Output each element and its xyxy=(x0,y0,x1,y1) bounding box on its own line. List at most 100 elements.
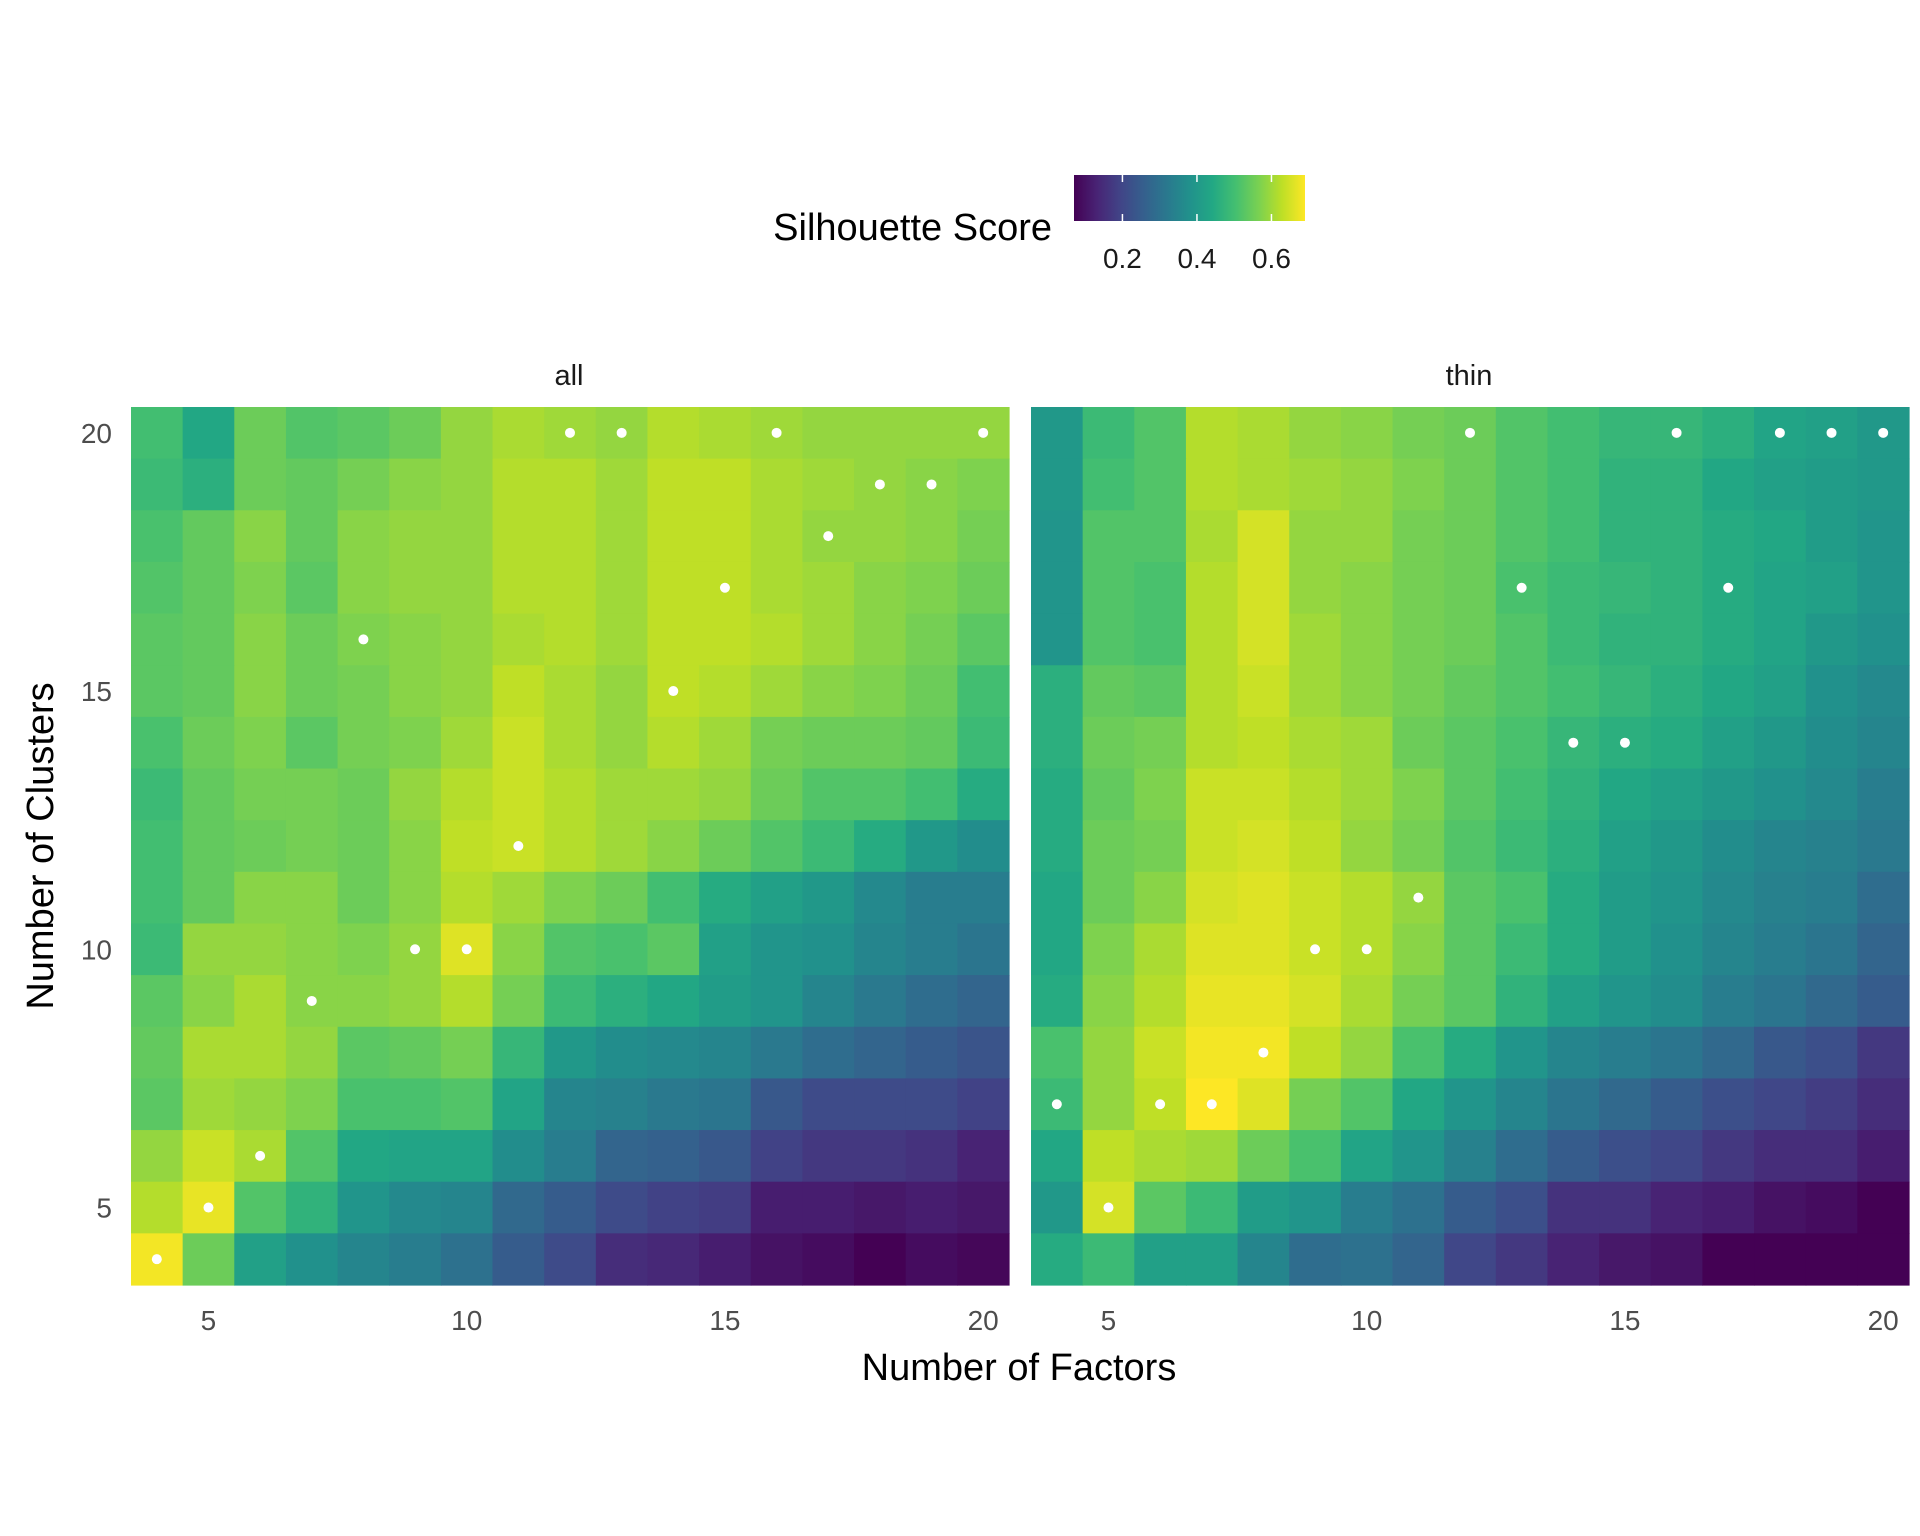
heatmap-cell xyxy=(1237,1130,1290,1183)
heatmap-cell xyxy=(1444,458,1497,511)
heatmap-cell xyxy=(1857,1078,1910,1131)
heatmap-cell xyxy=(1805,613,1858,666)
heatmap-cell xyxy=(234,716,287,770)
heatmap-cell xyxy=(1599,561,1652,615)
heatmap-cell xyxy=(1805,820,1858,873)
heatmap-cell xyxy=(957,923,1010,976)
heatmap-cell xyxy=(544,871,597,925)
heatmap-cell xyxy=(1547,1078,1600,1131)
heatmap-cell xyxy=(285,820,339,873)
heatmap-cell xyxy=(1237,1233,1290,1286)
heatmap-cell xyxy=(492,458,545,511)
legend-title: Silhouette Score xyxy=(773,207,1052,249)
heatmap-cell xyxy=(699,1026,752,1080)
heatmap-cell xyxy=(492,407,545,460)
heatmap-cell xyxy=(544,820,597,873)
heatmap-cell xyxy=(1650,1078,1704,1131)
heatmap-cell xyxy=(854,407,907,460)
x-tick-label: 15 xyxy=(1609,1305,1640,1336)
heatmap-cell xyxy=(1547,1233,1600,1286)
y-tick-label: 15 xyxy=(81,676,112,707)
heatmap-cell xyxy=(337,871,390,925)
heatmap-cell xyxy=(750,768,804,821)
heatmap-cell xyxy=(440,1078,494,1131)
heatmap-cell xyxy=(1547,923,1600,976)
heatmap-cell xyxy=(1547,613,1600,666)
heatmap-cell xyxy=(1805,1181,1858,1234)
heatmap-cell xyxy=(1495,1078,1549,1131)
heatmap-cell xyxy=(285,613,339,666)
heatmap-cell xyxy=(1134,768,1187,821)
heatmap-cell xyxy=(440,665,494,718)
heatmap-cell xyxy=(337,820,390,873)
best-score-marker xyxy=(1206,1099,1217,1110)
heatmap-cell xyxy=(492,975,545,1028)
heatmap-cell xyxy=(1340,407,1394,460)
best-score-marker xyxy=(874,479,885,490)
heatmap-cell xyxy=(1547,1181,1600,1234)
heatmap-cell xyxy=(1392,716,1445,770)
heatmap-cell xyxy=(1392,923,1445,976)
heatmap-cell xyxy=(234,510,287,563)
heatmap-cell xyxy=(1134,1233,1187,1286)
heatmap-cell xyxy=(647,768,700,821)
heatmap-cell xyxy=(1237,768,1290,821)
best-score-marker xyxy=(255,1150,266,1161)
heatmap-cell xyxy=(182,716,235,770)
heatmap-cell xyxy=(1185,1026,1239,1080)
best-score-marker xyxy=(203,1202,214,1213)
heatmap-cell xyxy=(182,510,235,563)
heatmap-cell xyxy=(905,407,958,460)
heatmap-cell xyxy=(492,561,545,615)
heatmap-cell xyxy=(1392,458,1445,511)
best-score-marker xyxy=(513,841,524,851)
heatmap-cell xyxy=(234,561,287,615)
heatmap-cell xyxy=(285,768,339,821)
heatmap-cell xyxy=(544,1130,597,1183)
heatmap-cell xyxy=(1031,923,1084,976)
heatmap-cell xyxy=(1082,458,1135,511)
heatmap-cell xyxy=(1702,1130,1755,1183)
heatmap-cell xyxy=(905,1181,958,1234)
heatmap-cell xyxy=(234,768,287,821)
heatmap-cell xyxy=(440,407,494,460)
heatmap-cell xyxy=(1599,1233,1652,1286)
heatmap-cell xyxy=(1031,1130,1084,1183)
heatmap-cell xyxy=(1547,768,1600,821)
heatmap-cell xyxy=(1754,820,1807,873)
heatmap-cell xyxy=(1134,665,1187,718)
heatmap-cell xyxy=(1082,820,1135,873)
heatmap-cell xyxy=(1237,820,1290,873)
best-score-marker xyxy=(616,427,627,438)
heatmap-cell xyxy=(1702,768,1755,821)
heatmap-cell xyxy=(647,1026,700,1080)
heatmap-cell xyxy=(285,1078,339,1131)
heatmap-cell xyxy=(1392,407,1445,460)
heatmap-cell xyxy=(1495,407,1549,460)
heatmap-cell xyxy=(389,1078,442,1131)
heatmap-cell xyxy=(131,407,184,460)
heatmap-cell xyxy=(1134,407,1187,460)
heatmap-cell xyxy=(1495,613,1549,666)
heatmap-cell xyxy=(337,407,390,460)
heatmap-cell xyxy=(1289,975,1342,1028)
heatmap-cell xyxy=(182,458,235,511)
heatmap-cell xyxy=(802,820,855,873)
best-score-marker xyxy=(1516,582,1527,593)
heatmap-cell xyxy=(1340,871,1394,925)
best-score-marker xyxy=(1258,1047,1269,1058)
heatmap-cell xyxy=(595,1026,649,1080)
heatmap-cell xyxy=(1495,975,1549,1028)
heatmap-cell xyxy=(1031,613,1084,666)
heatmap-cell xyxy=(182,1130,235,1183)
heatmap-cell xyxy=(595,820,649,873)
heatmap-cell xyxy=(337,665,390,718)
heatmap-cell xyxy=(1340,665,1394,718)
heatmap-cell xyxy=(1702,1181,1755,1234)
heatmap-cell xyxy=(440,820,494,873)
heatmap-cell xyxy=(647,1130,700,1183)
heatmap-cell xyxy=(905,923,958,976)
heatmap-cell xyxy=(182,561,235,615)
x-tick-label: 20 xyxy=(968,1305,999,1336)
heatmap-cell xyxy=(750,1181,804,1234)
